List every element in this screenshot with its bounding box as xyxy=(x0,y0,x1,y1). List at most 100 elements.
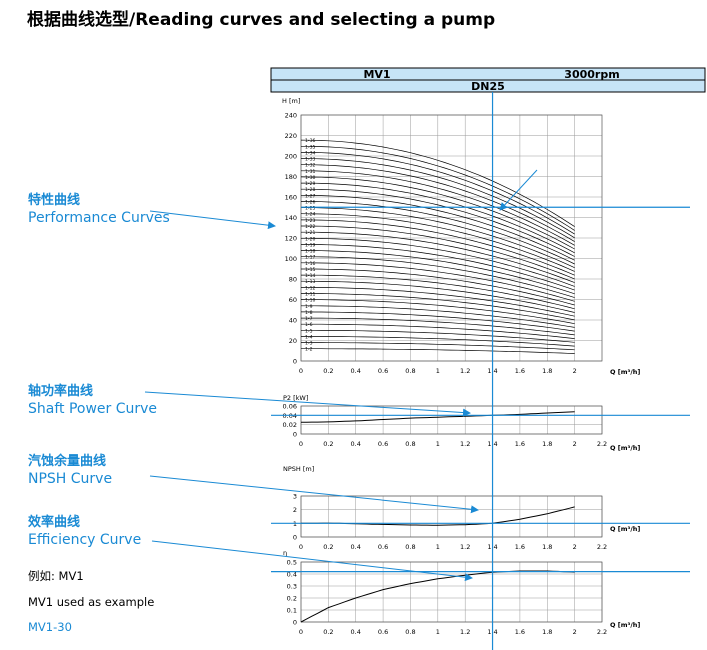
perf-stage-label: 1-31 xyxy=(305,169,316,175)
efficiency-xtick-label: 0.6 xyxy=(378,628,388,636)
performance-xtick-label: 0.2 xyxy=(323,367,333,375)
perf-curve-1-32 xyxy=(301,164,575,242)
performance-xtick-label: 1.8 xyxy=(542,367,552,375)
efficiency-xtick-label: 1.8 xyxy=(542,628,552,636)
perf-stage-label: 1-15 xyxy=(305,267,316,273)
callout-npsh: 汽蚀余量曲线 NPSH Curve xyxy=(28,454,112,488)
performance-xtick-label: 1 xyxy=(436,367,440,375)
efficiency-ytick-label: 0.3 xyxy=(287,583,297,591)
perf-stage-label: 1-4 xyxy=(305,334,313,340)
perf-stage-label: 1-24 xyxy=(305,212,316,218)
npsh-xtick-label: 0.2 xyxy=(323,543,333,551)
perf-stage-label: 1-25 xyxy=(305,206,316,212)
callout-efficiency-en: Efficiency Curve xyxy=(28,532,142,548)
perf-curve-1-11 xyxy=(301,293,575,321)
perf-stage-label: 1-14 xyxy=(305,273,316,279)
arrow-selected-curve xyxy=(499,169,538,211)
perf-curve-1-8 xyxy=(301,311,575,332)
performance-ytick-label: 120 xyxy=(285,235,297,243)
perf-curve-1-26 xyxy=(301,201,575,265)
efficiency-ytick-label: 0.4 xyxy=(287,571,297,579)
perf-stage-label: 1-33 xyxy=(305,157,316,163)
perf-stage-label: 1-20 xyxy=(305,236,316,242)
shaft_power-curve xyxy=(300,411,575,423)
perf-curve-1-35 xyxy=(301,145,575,231)
perf-stage-label: 1-3 xyxy=(305,341,313,347)
arrow-npsh xyxy=(149,475,479,514)
performance-ytick-label: 40 xyxy=(289,317,297,325)
perf-curve-1-21 xyxy=(301,231,575,283)
perf-stage-label: 1-32 xyxy=(305,163,316,169)
example-line-1: 例如: MV1 xyxy=(28,569,84,583)
perf-curve-1-19 xyxy=(301,244,575,291)
header-model-bar xyxy=(270,67,706,81)
perf-curve-1-13 xyxy=(300,280,575,313)
performance-ytick-label: 180 xyxy=(285,173,297,181)
perf-stage-label: 1-9 xyxy=(305,304,313,310)
perf-curve-1-30 xyxy=(300,176,575,250)
perf-curve-1-22 xyxy=(301,225,575,280)
performance-ytick-label: 0 xyxy=(293,358,297,366)
panel-shaft_power xyxy=(300,405,603,435)
efficiency-xtick-label: 0.8 xyxy=(405,628,415,636)
npsh-xtick-label: 0 xyxy=(299,543,303,551)
perf-curve-1-36 xyxy=(300,139,575,227)
perf-stage-label: 1-13 xyxy=(305,279,316,285)
efficiency-frame xyxy=(300,561,603,623)
example-line-2: MV1 used as example xyxy=(28,595,155,609)
perf-curve-1-2 xyxy=(301,348,575,354)
efficiency-xtick-label: 1.2 xyxy=(460,628,470,636)
shaft_power-xtick-label: 0.8 xyxy=(405,440,415,448)
shaft_power-xlabel: Q [m³/h] xyxy=(610,444,640,452)
perf-stage-label: 1-6 xyxy=(305,322,313,328)
shaft_power-xtick-label: 0.6 xyxy=(378,440,388,448)
efficiency-xtick-label: 1.6 xyxy=(515,628,525,636)
perf-stage-label: 1-12 xyxy=(305,285,316,291)
perf-curve-1-7 xyxy=(301,317,575,336)
shaft_power-frame xyxy=(300,405,603,435)
performance-ytick-label: 240 xyxy=(285,112,297,120)
perf-stage-label: 1-2 xyxy=(305,347,313,353)
perf-stage-label: 1-19 xyxy=(305,242,316,248)
perf-stage-label: 1-30 xyxy=(305,175,316,181)
efficiency-ytick-label: 0.5 xyxy=(287,559,297,567)
perf-curve-1-23 xyxy=(301,219,575,276)
perf-stage-label: 1-23 xyxy=(305,218,316,224)
performance-ytick-label: 220 xyxy=(285,132,297,140)
shaft_power-xtick-label: 0 xyxy=(299,440,303,448)
perf-curve-1-27 xyxy=(300,194,575,261)
performance-xtick-label: 0 xyxy=(299,367,303,375)
shaft_power-xtick-label: 0.4 xyxy=(351,440,361,448)
perf-stage-label: 1-26 xyxy=(305,199,316,205)
panel-performance xyxy=(300,114,603,362)
perf-curve-1-16 xyxy=(301,262,575,302)
performance-xtick-label: 0.4 xyxy=(351,367,361,375)
callout-shaft-power: 轴功率曲线 Shaft Power Curve xyxy=(28,384,157,418)
efficiency-xtick-label: 0.4 xyxy=(351,628,361,636)
perf-curve-1-33 xyxy=(300,158,575,239)
performance-ytick-label: 60 xyxy=(289,296,297,304)
perf-curve-1-25 xyxy=(301,207,575,269)
performance-xtick-label: 0.6 xyxy=(378,367,388,375)
npsh-xtick-label: 2 xyxy=(573,543,577,551)
shaft_power-ytick-label: 0 xyxy=(293,431,297,439)
perf-curve-1-34 xyxy=(301,152,575,235)
perf-curve-1-14 xyxy=(301,274,575,310)
npsh-ytick-label: 0 xyxy=(293,534,297,542)
performance-ytick-label: 100 xyxy=(285,255,297,263)
perf-stage-label: 1-36 xyxy=(305,138,316,144)
performance-ytick-label: 160 xyxy=(285,194,297,202)
efficiency-xtick-label: 1 xyxy=(436,628,440,636)
shaft_power-xtick-label: 2 xyxy=(573,440,577,448)
shaft_power-xtick-label: 2.2 xyxy=(597,440,607,448)
callout-npsh-cn: 汽蚀余量曲线 xyxy=(28,454,107,469)
perf-curve-1-3 xyxy=(301,342,575,351)
perf-curve-1-15 xyxy=(301,268,575,306)
efficiency-xtick-label: 0.2 xyxy=(323,628,333,636)
arrow-performance xyxy=(149,210,276,230)
shaft_power-xtick-label: 1.6 xyxy=(515,440,525,448)
perf-curve-1-17 xyxy=(301,256,575,298)
npsh-xtick-label: 0.6 xyxy=(378,543,388,551)
perf-stage-label: 1-27 xyxy=(305,193,316,199)
